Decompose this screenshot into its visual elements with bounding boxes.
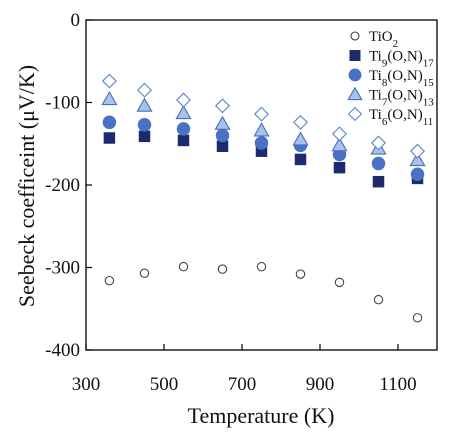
data-point-series-2: [254, 136, 269, 150]
data-point-series-1: [177, 134, 190, 147]
data-point-series-0: [104, 275, 115, 286]
data-point-series-3: [253, 122, 270, 137]
data-point-series-4: [293, 114, 308, 130]
data-point-series-3: [331, 137, 348, 152]
data-point-series-1: [294, 153, 307, 166]
legend-marker-3: [347, 86, 363, 101]
x-tick-label: 500: [150, 374, 179, 395]
data-point-series-1: [216, 140, 229, 152]
data-point-series-2: [371, 156, 386, 171]
data-point-series-3: [409, 152, 426, 167]
data-point-series-3: [292, 131, 309, 146]
data-point-series-3: [101, 90, 118, 106]
data-point-series-2: [176, 122, 191, 136]
legend-label-1: Ti9(O,N)17: [369, 49, 434, 70]
data-point-series-3: [175, 104, 192, 120]
data-point-series-2: [137, 118, 152, 132]
data-point-series-2: [410, 167, 425, 182]
legend-marker-1: [349, 50, 361, 61]
data-point-series-4: [215, 98, 230, 114]
plot-frame: [85, 19, 438, 351]
data-point-series-0: [295, 269, 306, 279]
data-point-series-0: [217, 264, 228, 274]
x-axis-title: Temperature (K): [188, 403, 335, 428]
legend-label-3: Ti7(O,N)13: [369, 88, 434, 109]
y-tick-label: -400: [45, 340, 80, 361]
data-point-series-0: [139, 268, 150, 279]
y-tick-label: -300: [45, 258, 80, 279]
data-point-series-0: [412, 313, 423, 323]
legend-label-2: Ti8(O,N)15: [369, 68, 434, 89]
data-point-series-3: [214, 115, 231, 130]
data-point-series-4: [176, 92, 191, 108]
data-point-series-0: [256, 261, 267, 272]
y-axis-title: Seebeck coefficeint (μV/K): [14, 65, 39, 307]
data-point-series-0: [373, 294, 384, 305]
y-tick-label: 0: [71, 10, 81, 31]
y-tick-label: -200: [45, 175, 80, 196]
data-point-series-1: [138, 130, 151, 143]
data-point-series-4: [137, 82, 152, 98]
data-point-series-4: [101, 73, 117, 89]
data-point-series-4: [254, 106, 269, 122]
data-point-series-4: [332, 126, 347, 142]
data-point-series-1: [333, 161, 346, 174]
y-tick-label: -100: [45, 93, 80, 114]
x-tick-label: 300: [72, 374, 101, 395]
data-point-series-2: [102, 115, 117, 130]
plot-area: 300 500 700 900 1100 0 -100 -200 -300 -400: [45, 10, 438, 395]
legend-marker-4: [347, 106, 363, 122]
data-point-series-0: [178, 261, 189, 272]
legend-label-0: TiO2: [369, 29, 398, 50]
data-point-series-1: [103, 132, 116, 144]
x-tick-label: 1100: [379, 374, 416, 395]
data-point-series-0: [334, 277, 345, 288]
data-point-series-2: [215, 128, 230, 143]
data-point-series-4: [410, 143, 425, 159]
legend-marker-2: [348, 68, 362, 82]
x-tick-label: 700: [228, 374, 257, 395]
legend-label-4: Ti6(O,N)11: [369, 107, 433, 128]
data-point-series-4: [371, 135, 386, 151]
legend-marker-0: [350, 31, 360, 41]
x-tick-label: 900: [306, 374, 335, 395]
legend: TiO2Ti9(O,N)17Ti8(O,N)15Ti7(O,N)13Ti6(O,…: [347, 29, 434, 128]
data-point-series-1: [372, 175, 385, 188]
data-point-series-3: [136, 97, 153, 112]
